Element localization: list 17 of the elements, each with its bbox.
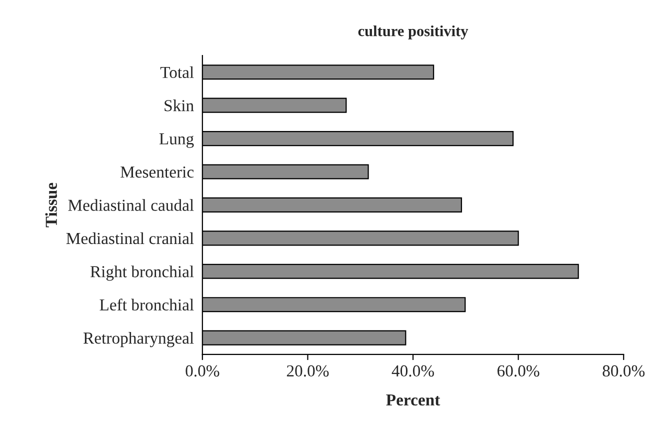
x-tick-label: 60.0% — [498, 365, 540, 377]
y-tick-label: Left bronchial — [100, 298, 194, 311]
y-tick-label: Lung — [159, 133, 194, 148]
y-axis-title: Tissue — [45, 182, 57, 228]
y-tick-label: Right bronchial — [90, 266, 194, 281]
y-tick-label: Mediastinal caudal — [68, 199, 194, 211]
y-tick-label: Mesenteric — [120, 166, 194, 178]
x-tick-label: 40.0% — [392, 365, 434, 377]
y-tick-label: Mediastinal cranial — [66, 232, 194, 244]
y-tick-label: Retropharyngeal — [84, 332, 194, 348]
x-tick-label: 80.0% — [602, 365, 645, 377]
chart-title: culture positivity — [358, 25, 468, 40]
x-tick-label: 0.0% — [186, 365, 220, 377]
y-tick-label: Total — [160, 66, 194, 78]
y-tick-label: Skin — [164, 100, 194, 112]
x-tick-label: 20.0% — [286, 365, 329, 377]
x-axis-title: Percent — [386, 394, 440, 406]
